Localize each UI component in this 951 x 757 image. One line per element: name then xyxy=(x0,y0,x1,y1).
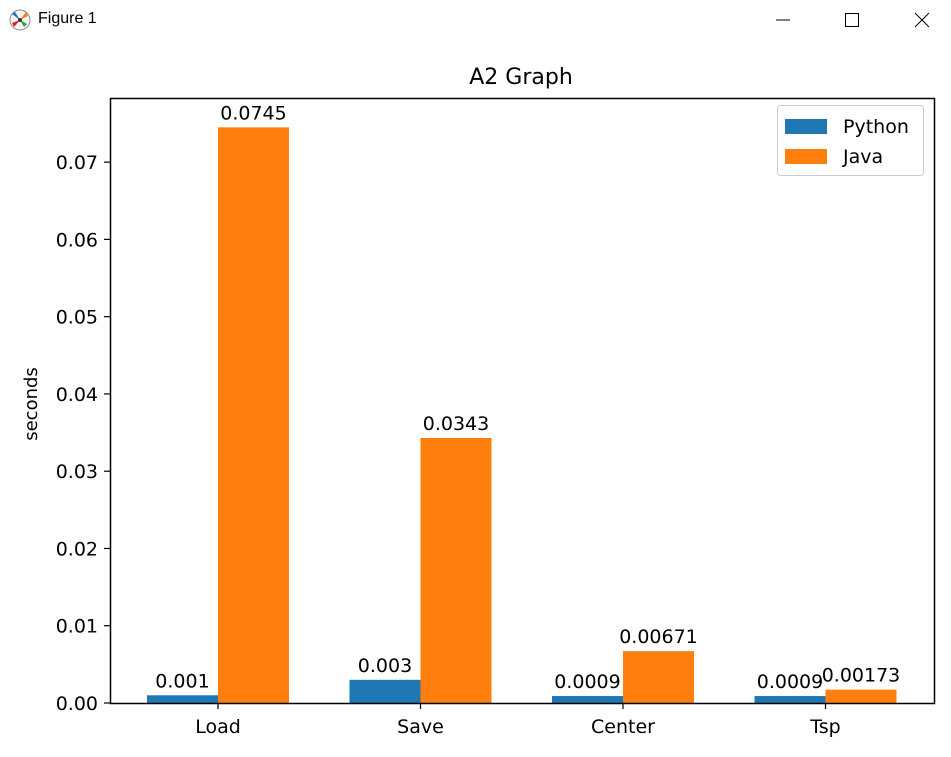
close-button[interactable] xyxy=(899,0,945,40)
maximize-button[interactable] xyxy=(829,0,875,40)
bar-java-center xyxy=(623,651,694,703)
legend-label-java: Java xyxy=(842,146,883,168)
bar-python-center xyxy=(552,696,623,703)
title-bar: Figure 1 xyxy=(0,0,951,40)
data-label: 0.00671 xyxy=(619,626,698,648)
bar-chart: A2 Graph seconds 0.0010.07450.0030.03430… xyxy=(21,65,936,738)
plot-frame xyxy=(109,97,936,705)
bar-python-tsp xyxy=(754,696,826,703)
bar-java-save xyxy=(420,437,492,703)
window-title: Figure 1 xyxy=(38,10,97,27)
y-tick-label: 0.02 xyxy=(56,538,98,560)
x-tick-label: Load xyxy=(195,716,241,738)
bar-java-load xyxy=(218,127,289,703)
data-label: 0.001 xyxy=(155,670,209,692)
x-tick-label: Save xyxy=(397,716,444,738)
minimize-icon xyxy=(776,19,790,21)
x-tick-label: Tsp xyxy=(809,716,840,738)
y-tick-label: 0.04 xyxy=(56,384,98,406)
chart-title: A2 Graph xyxy=(469,65,573,90)
y-tick-label: 0.00 xyxy=(56,693,98,715)
chart-area: A2 Graph seconds 0.001 0.0745 0.003 0.0343 0… xyxy=(0,40,951,757)
legend-swatch-python xyxy=(785,119,827,134)
y-axis: 0.00 0.01 0.02 0.03 0.04 0.05 0.06 0.07 xyxy=(56,152,110,715)
x-axis: Load Save Center Tsp xyxy=(195,703,841,738)
x-tick-label: Center xyxy=(591,716,655,738)
bar-java-tsp xyxy=(825,689,897,703)
bar-python-save xyxy=(349,679,421,703)
legend: Python Java xyxy=(777,105,924,176)
y-tick-label: 0.07 xyxy=(56,152,98,174)
legend-label-python: Python xyxy=(843,116,909,138)
bar-labels-group: 0.001 0.0745 0.003 0.0343 0.0009 0.00671 0.000… xyxy=(155,102,900,693)
bar-python-load xyxy=(147,695,218,703)
y-tick-label: 0.05 xyxy=(56,307,98,329)
bars-group xyxy=(147,127,897,703)
y-tick-label: 0.06 xyxy=(56,229,98,251)
y-tick-label: 0.03 xyxy=(56,461,98,483)
minimize-button[interactable] xyxy=(760,0,806,40)
data-label: 0.0343 xyxy=(423,413,489,435)
data-label: 0.00173 xyxy=(822,665,901,687)
data-label: 0.0745 xyxy=(220,102,286,124)
y-tick-label: 0.01 xyxy=(56,616,98,638)
close-icon xyxy=(914,12,930,28)
data-label: 0.0009 xyxy=(757,671,823,693)
maximize-icon xyxy=(845,13,859,27)
matplotlib-icon xyxy=(8,8,32,32)
data-label: 0.003 xyxy=(358,655,412,677)
data-label: 0.0009 xyxy=(554,671,620,693)
legend-swatch-java xyxy=(785,149,827,164)
y-axis-label: seconds xyxy=(21,367,42,441)
